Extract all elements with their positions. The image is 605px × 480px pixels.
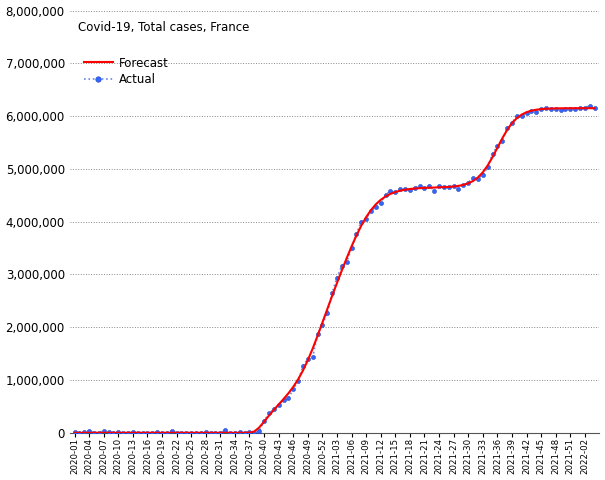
Legend: Forecast, Actual: Forecast, Actual (83, 57, 169, 86)
Text: Covid-19, Total cases, France: Covid-19, Total cases, France (77, 21, 249, 34)
